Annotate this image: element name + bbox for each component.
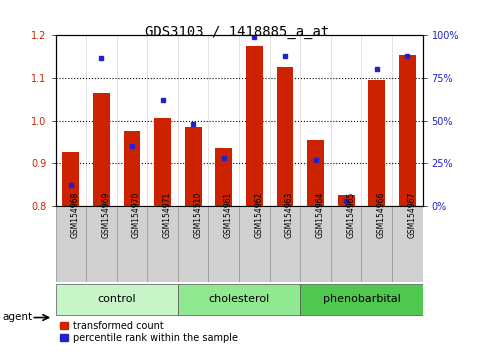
Text: GSM154963: GSM154963 [285, 192, 294, 238]
Bar [56, 206, 86, 282]
Bar [239, 206, 270, 282]
Bar [300, 206, 331, 282]
Bar [399, 55, 416, 206]
Bar [62, 153, 79, 206]
Bar [307, 140, 324, 206]
Text: GSM154967: GSM154967 [407, 192, 416, 238]
Bar [392, 206, 423, 282]
Bar [361, 206, 392, 282]
Legend: transformed count, percentile rank within the sample: transformed count, percentile rank withi… [60, 321, 238, 343]
Bar [369, 80, 385, 206]
Bar [300, 284, 423, 315]
Text: GSM154968: GSM154968 [71, 192, 80, 238]
Bar [178, 206, 209, 282]
Bar [178, 284, 300, 315]
Bar [56, 284, 178, 315]
Text: control: control [98, 293, 136, 304]
Bar [147, 206, 178, 282]
Bar [124, 131, 141, 206]
Bar [117, 206, 147, 282]
Bar [215, 148, 232, 206]
Text: GSM154971: GSM154971 [163, 192, 171, 238]
Bar [338, 195, 355, 206]
Text: phenobarbital: phenobarbital [323, 293, 400, 304]
Text: GSM154970: GSM154970 [132, 192, 141, 238]
Text: cholesterol: cholesterol [209, 293, 270, 304]
Bar [277, 67, 293, 206]
Text: GSM154964: GSM154964 [315, 192, 325, 238]
Text: GSM154969: GSM154969 [101, 192, 111, 238]
Bar [209, 206, 239, 282]
Text: GDS3103 / 1418885_a_at: GDS3103 / 1418885_a_at [144, 25, 329, 39]
Bar [154, 118, 171, 206]
Bar [86, 206, 117, 282]
Text: agent: agent [2, 312, 32, 322]
Bar [246, 46, 263, 206]
Bar [185, 127, 201, 206]
Bar [270, 206, 300, 282]
Text: GSM154510: GSM154510 [193, 192, 202, 238]
Text: GSM154966: GSM154966 [377, 192, 386, 238]
Text: GSM154961: GSM154961 [224, 192, 233, 238]
Text: GSM154965: GSM154965 [346, 192, 355, 238]
Bar [331, 206, 361, 282]
Bar [93, 93, 110, 206]
Text: GSM154962: GSM154962 [255, 192, 263, 238]
